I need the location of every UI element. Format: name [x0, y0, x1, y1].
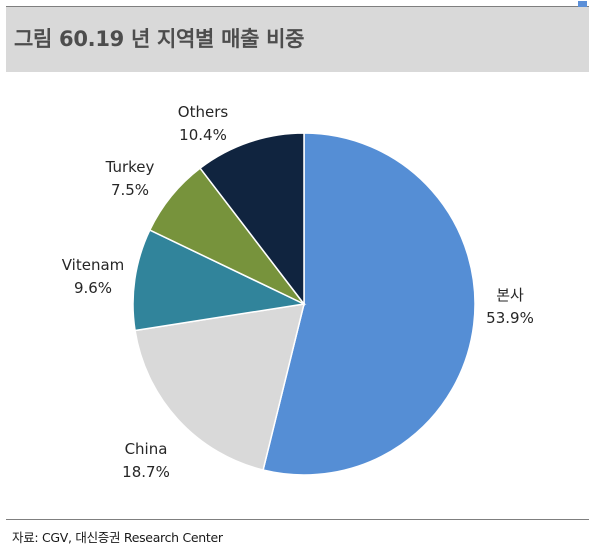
slice-value-4: 7.5%	[111, 181, 149, 199]
slice-label-4: Turkey	[105, 158, 155, 176]
source-note: 자료: CGV, 대신증권 Research Center	[12, 530, 223, 545]
slice-value-2: 18.7%	[122, 463, 170, 481]
pie-slice-3	[132, 229, 307, 332]
pie-slice-5	[199, 132, 305, 307]
slice-label-2: China	[125, 440, 168, 458]
chart-title: 그림 60.19 년 지역별 매출 비중	[14, 27, 305, 51]
pie-chart: 본사 53.9% China 18.7% Vitenam 9.6% Turkey 7.5% Ot…	[62, 103, 534, 481]
slice-label-1: 본사	[496, 286, 524, 304]
pie-slice-1	[262, 132, 476, 476]
slice-label-3: Vitenam	[62, 256, 125, 274]
bottom-rule	[6, 519, 589, 520]
accent-square	[578, 1, 587, 10]
top-rule	[6, 6, 589, 7]
slice-value-5: 10.4%	[179, 126, 227, 144]
pie-slice-2	[134, 303, 305, 471]
slice-label-5: Others	[178, 103, 229, 121]
slice-value-3: 9.6%	[74, 279, 112, 297]
slice-value-1: 53.9%	[486, 309, 534, 327]
title-bar	[6, 7, 589, 72]
